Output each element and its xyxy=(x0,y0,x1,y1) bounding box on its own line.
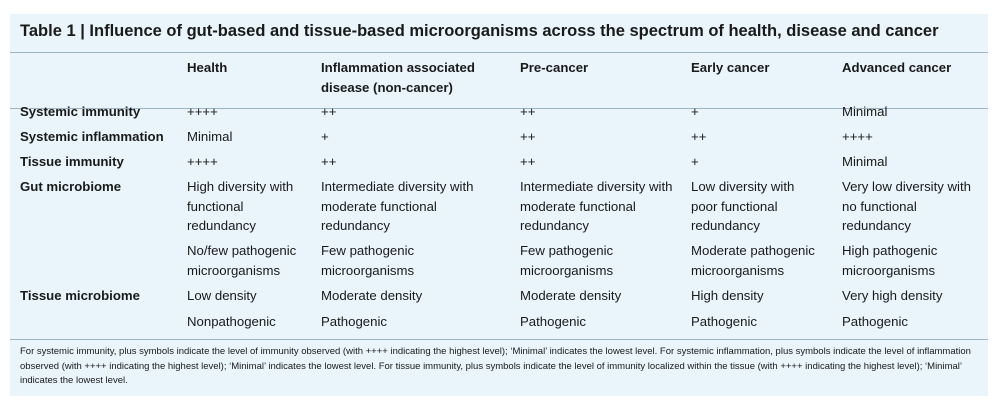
table-cell: ++++ xyxy=(187,104,218,119)
table-cell: ++ xyxy=(691,129,707,144)
col-header-early-cancer: Early cancer xyxy=(691,60,770,75)
table-footnote: For systemic immunity, plus symbols indi… xyxy=(20,346,971,387)
row-label-tissue-immunity: Tissue immunity xyxy=(20,154,124,169)
col-header-inflammation: Inflammation associated disease (non-can… xyxy=(321,60,475,95)
col-header-pre-cancer: Pre-cancer xyxy=(520,60,589,75)
table-cell: + xyxy=(321,129,329,144)
table-cell: ++++ xyxy=(187,154,218,169)
table-cell: Minimal xyxy=(187,129,233,144)
table-cell: High pathogenic microorganisms xyxy=(842,243,938,278)
table-cell: Very high density xyxy=(842,288,943,303)
table-cell: Nonpathogenic xyxy=(187,314,276,329)
col-header-health: Health xyxy=(187,60,228,75)
table-cell: Intermediate diversity with moderate fun… xyxy=(520,179,673,233)
row-label-systemic-immunity: Systemic immunity xyxy=(20,104,141,119)
table-cell: Few pathogenic microorganisms xyxy=(520,243,614,278)
table-cell: ++ xyxy=(520,129,536,144)
title-divider xyxy=(10,52,988,53)
table-cell: Moderate pathogenic microorganisms xyxy=(691,243,815,278)
table-cell: Moderate density xyxy=(520,288,622,303)
table-cell: Low diversity with poor functional redun… xyxy=(691,179,795,233)
table-cell: Moderate density xyxy=(321,288,423,303)
table-cell: Minimal xyxy=(842,154,888,169)
table-cell: Minimal xyxy=(842,104,888,119)
table-cell: ++ xyxy=(520,104,536,119)
table-cell: Pathogenic xyxy=(321,314,387,329)
table-cell: High diversity with functional redundanc… xyxy=(187,179,294,233)
col-header-advanced-cancer: Advanced cancer xyxy=(842,60,952,75)
table-cell: Very low diversity with no functional re… xyxy=(842,179,971,233)
table-cell: Intermediate diversity with moderate fun… xyxy=(321,179,474,233)
table-panel: Table 1 | Influence of gut-based and tis… xyxy=(10,14,988,396)
table-cell: Pathogenic xyxy=(842,314,908,329)
table-cell: Pathogenic xyxy=(520,314,586,329)
header-divider xyxy=(10,108,988,109)
table-cell: + xyxy=(691,154,699,169)
table-cell: Low density xyxy=(187,288,257,303)
row-label-systemic-inflammation: Systemic inflammation xyxy=(20,129,164,144)
table-cell: Few pathogenic microorganisms xyxy=(321,243,415,278)
table-cell: ++ xyxy=(321,154,337,169)
footnote-divider xyxy=(10,339,988,340)
table-cell: + xyxy=(691,104,699,119)
row-label-tissue-microbiome: Tissue microbiome xyxy=(20,288,140,303)
table-title: Table 1 | Influence of gut-based and tis… xyxy=(20,22,939,40)
row-label-gut-microbiome: Gut microbiome xyxy=(20,179,122,194)
table-cell: No/few pathogenic microorganisms xyxy=(187,243,297,278)
table-cell: ++ xyxy=(321,104,337,119)
table-cell: ++++ xyxy=(842,129,873,144)
table-cell: High density xyxy=(691,288,764,303)
table-cell: ++ xyxy=(520,154,536,169)
table-cell: Pathogenic xyxy=(691,314,757,329)
